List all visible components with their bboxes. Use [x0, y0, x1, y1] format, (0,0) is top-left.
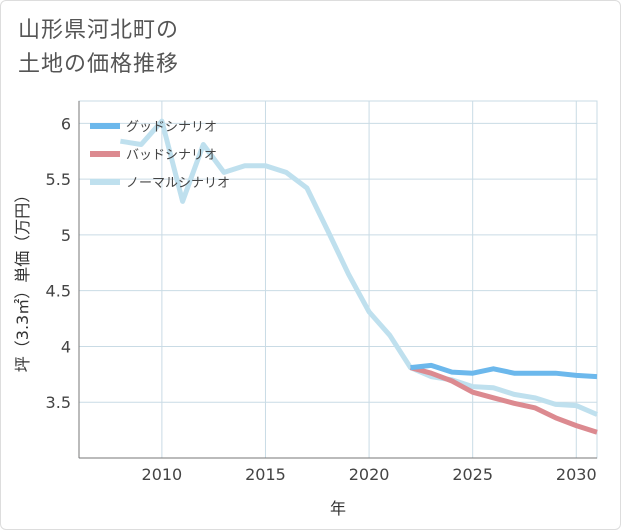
y-tick-label: 4 [61, 337, 71, 356]
series-lines [120, 118, 598, 435]
plot-frame [78, 100, 598, 459]
legend-label-bad: バッドシナリオ [126, 148, 217, 163]
x-tick-label: 2030 [556, 465, 597, 484]
series-line-good [410, 362, 598, 380]
y-tick-label: 5.5 [46, 170, 71, 189]
x-tick-label: 2020 [349, 465, 390, 484]
x-tick-label: 2025 [452, 465, 493, 484]
tick-labels: 2010 2015 2020 2025 2030 3.5 4 4.5 5 5.5 6 [46, 114, 597, 484]
grid [79, 101, 597, 458]
y-axis-label: 坪（3.3㎡）単価（万円） [13, 187, 32, 372]
x-tick-label: 2010 [142, 465, 183, 484]
title-line-1: 山形県河北町の [18, 18, 180, 43]
y-tick-label: 5 [61, 226, 71, 245]
x-axis-label: 年 [330, 499, 346, 518]
y-tick-label: 3.5 [46, 393, 71, 412]
x-tick-label: 2015 [245, 465, 286, 484]
legend-label-normal: ノーマルシナリオ [126, 176, 230, 191]
y-tick-label: 6 [61, 114, 71, 133]
legend-label-good: グッドシナリオ [126, 120, 217, 135]
y-tick-label: 4.5 [46, 282, 71, 301]
title-line-2: 土地の価格推移 [18, 52, 180, 77]
series-line-bad [409, 365, 598, 435]
page-title: 山形県河北町の 土地の価格推移 [18, 14, 179, 82]
series-line-normal [120, 118, 598, 417]
